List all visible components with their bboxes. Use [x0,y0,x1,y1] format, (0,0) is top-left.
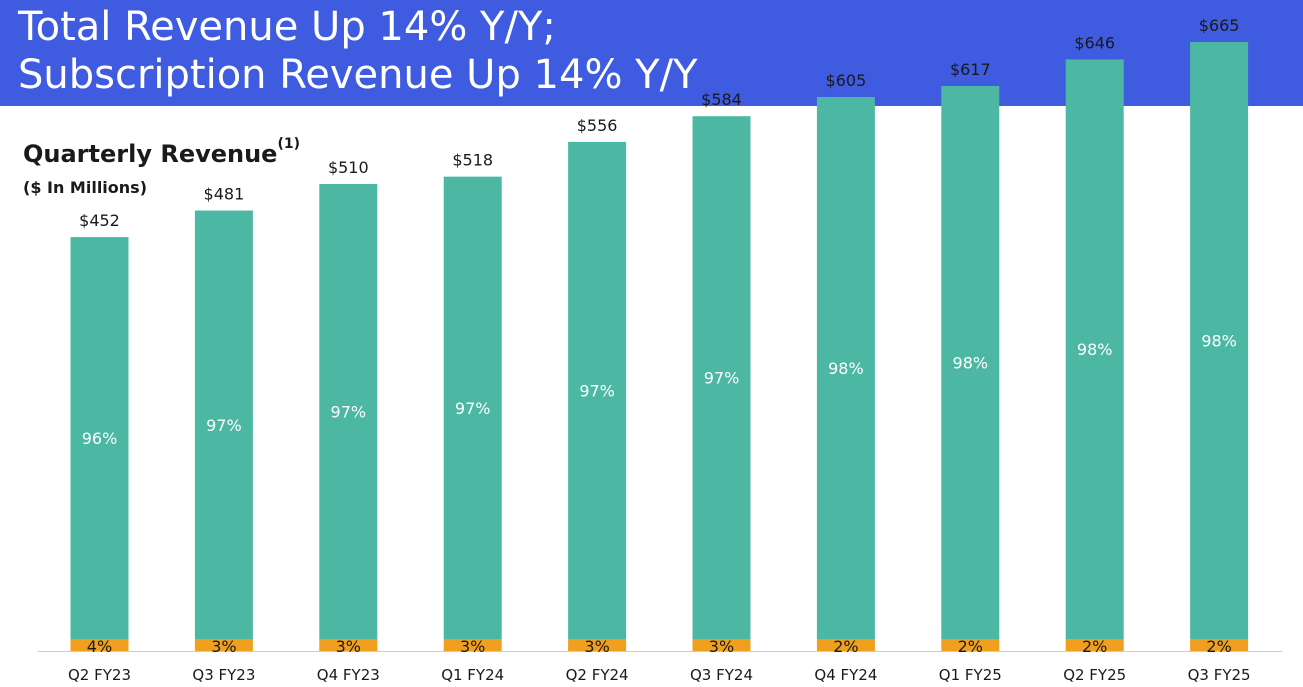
title-banner: Total Revenue Up 14% Y/Y; Subscription R… [0,0,1303,106]
bar-other [941,639,1000,651]
bar-subscription [443,176,502,639]
other-percent-label: 3% [584,637,609,656]
subscription-percent-label: 97% [704,369,740,388]
bar-subscription [70,237,129,639]
bar-total-label: $646 [1074,33,1115,52]
bar-other [692,639,751,651]
x-tick-label: Q2 FY24 [566,666,629,684]
bar-other [816,639,875,651]
other-percent-label: 3% [336,637,361,656]
subscription-percent-label: 98% [828,359,864,378]
bar-subscription [941,86,1000,640]
x-tick-label: Q1 FY24 [441,666,504,684]
subscription-percent-label: 97% [579,381,615,400]
x-tick-label: Q3 FY25 [1188,666,1251,684]
bar-total-label: $556 [577,116,618,135]
other-percent-label: 2% [1206,637,1231,656]
bar-other [194,639,253,651]
x-tick-label: Q4 FY24 [814,666,877,684]
other-percent-label: 2% [958,637,983,656]
bar-total-label: $518 [452,151,493,170]
bar-subscription [1065,59,1124,640]
bar-total-label: $584 [701,90,742,109]
subscription-percent-label: 98% [953,354,989,373]
other-percent-label: 2% [833,637,858,656]
bar-subscription [816,96,875,639]
bar-subscription [1190,42,1249,640]
bar-other [1190,639,1249,651]
bar-subscription [568,141,627,639]
slide-title-line-1: Total Revenue Up 14% Y/Y; [18,4,556,50]
bar-other [568,639,627,651]
other-percent-label: 2% [1082,637,1107,656]
x-tick-label: Q3 FY23 [192,666,255,684]
chart-title-text: Quarterly Revenue [23,140,278,168]
x-tick-label: Q4 FY23 [317,666,380,684]
bar-total-label: $605 [826,71,867,90]
x-tick-label: Q2 FY25 [1063,666,1126,684]
bar-total-label: $481 [204,185,245,204]
x-tick-label: Q2 FY23 [68,666,131,684]
other-percent-label: 3% [709,637,734,656]
bar-total-label: $665 [1199,16,1240,35]
chart-title-footnote: (1) [277,136,301,152]
slide-title-line-2: Subscription Revenue Up 14% Y/Y [18,52,698,98]
other-percent-label: 3% [211,637,236,656]
chart-subtitle: ($ In Millions) [23,178,148,197]
bar-subscription [692,116,751,640]
bar-other [443,639,502,651]
subscription-percent-label: 97% [331,402,367,421]
subscription-percent-label: 97% [455,399,491,418]
bar-total-label: $452 [79,211,120,230]
x-tick-label: Q3 FY24 [690,666,753,684]
x-tick-label: Q1 FY25 [939,666,1002,684]
chart-title: Quarterly Revenue(1) [23,136,300,168]
bar-other [319,639,378,651]
subscription-percent-label: 98% [1201,332,1237,351]
bar-subscription [194,210,253,639]
bar-other [70,639,129,651]
subscription-percent-label: 97% [206,416,242,435]
bar-total-label: $617 [950,60,991,79]
subscription-percent-label: 96% [82,429,118,448]
bar-other [1065,639,1124,651]
bar-total-label: $510 [328,158,369,177]
subscription-percent-label: 98% [1077,340,1113,359]
other-percent-label: 3% [460,637,485,656]
other-percent-label: 4% [87,637,112,656]
bar-subscription [319,183,378,639]
